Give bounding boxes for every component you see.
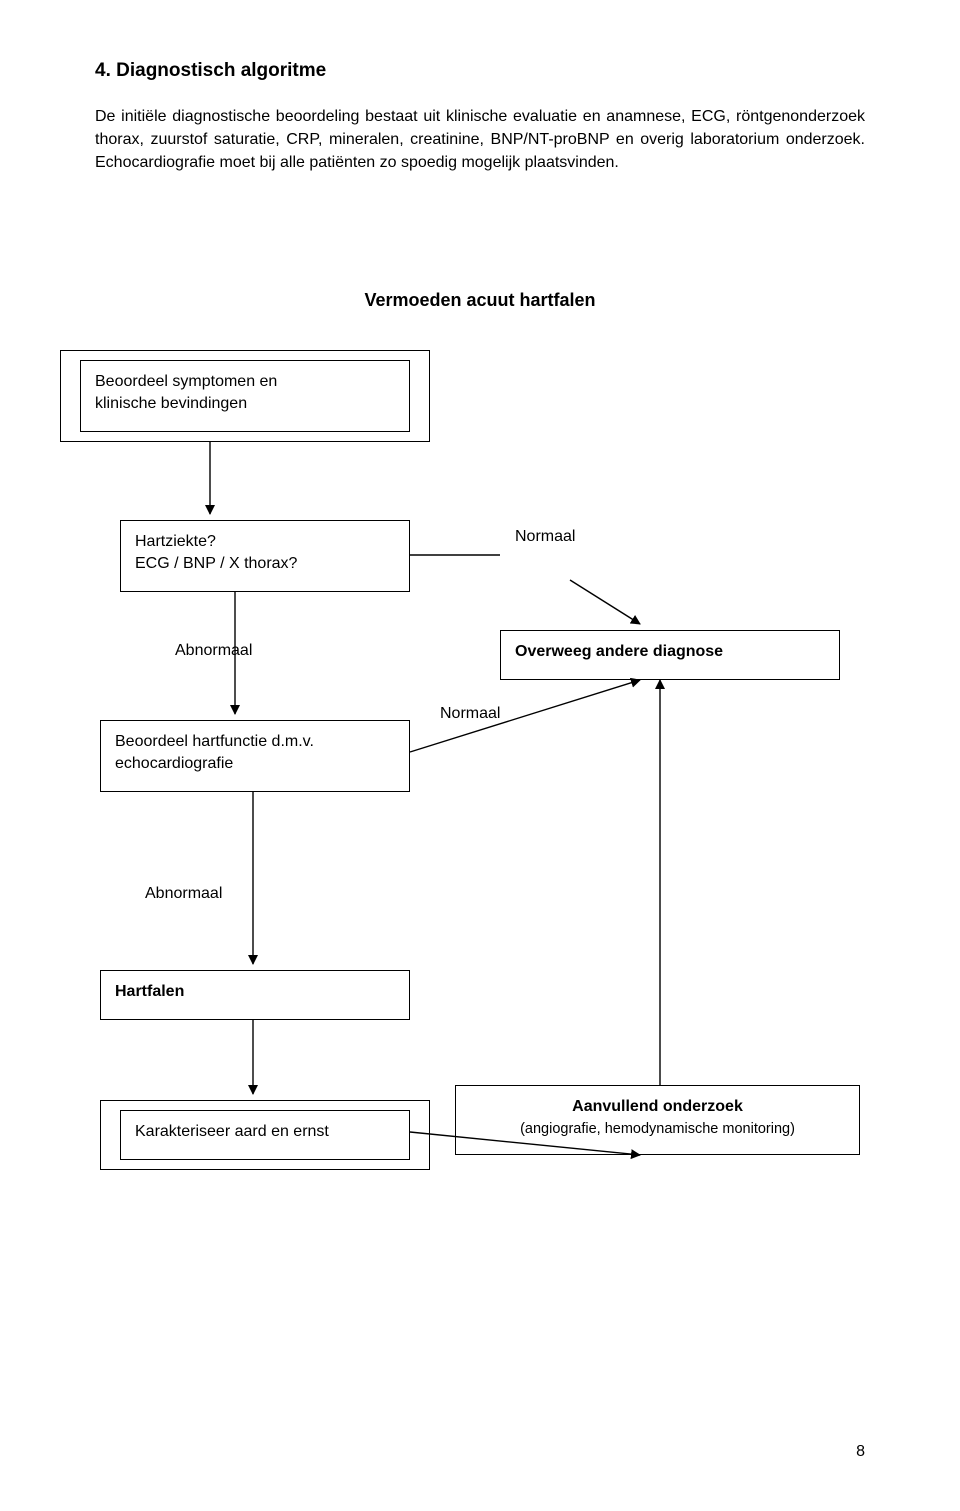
text-line: Beoordeel hartfunctie d.m.v. xyxy=(115,733,314,750)
section-heading: 4. Diagnostisch algoritme xyxy=(95,60,326,82)
label-abnormal-2: Abnormaal xyxy=(145,885,222,903)
label-abnormal-1: Abnormaal xyxy=(175,642,252,660)
box-assess-symptoms: Beoordeel symptomen en klinische bevindi… xyxy=(80,360,410,432)
flowchart-title: Vermoeden acuut hartfalen xyxy=(0,290,960,311)
text-line: Overweeg andere diagnose xyxy=(515,643,723,660)
box-heart-failure: Hartfalen xyxy=(100,970,410,1020)
text-line: Hartfalen xyxy=(115,983,184,1000)
label-normal-2: Normaal xyxy=(440,705,500,723)
text-line: Beoordeel symptomen en xyxy=(95,373,277,390)
text-line: ECG / BNP / X thorax? xyxy=(135,555,297,572)
box-characterise: Karakteriseer aard en ernst xyxy=(120,1110,410,1160)
page-root: 4. Diagnostisch algoritme De initiële di… xyxy=(0,0,960,1511)
intro-paragraph: De initiële diagnostische beoordeling be… xyxy=(95,105,865,175)
label-normal-1: Normaal xyxy=(515,528,575,546)
text-line: (angiografie, hemodynamische monitoring) xyxy=(520,1121,795,1137)
box-assess-function: Beoordeel hartfunctie d.m.v. echocardiog… xyxy=(100,720,410,792)
box-heart-disease: Hartziekte? ECG / BNP / X thorax? xyxy=(120,520,410,592)
text-line: Aanvullend onderzoek xyxy=(572,1098,743,1115)
text-line: Hartziekte? xyxy=(135,533,216,550)
text-line: klinische bevindingen xyxy=(95,395,247,412)
text-line: Karakteriseer aard en ernst xyxy=(135,1123,329,1140)
box-other-diagnosis: Overweeg andere diagnose xyxy=(500,630,840,680)
text-line: echocardiografie xyxy=(115,755,233,772)
page-number: 8 xyxy=(856,1443,865,1461)
box-additional-investigation: Aanvullend onderzoek (angiografie, hemod… xyxy=(455,1085,860,1155)
